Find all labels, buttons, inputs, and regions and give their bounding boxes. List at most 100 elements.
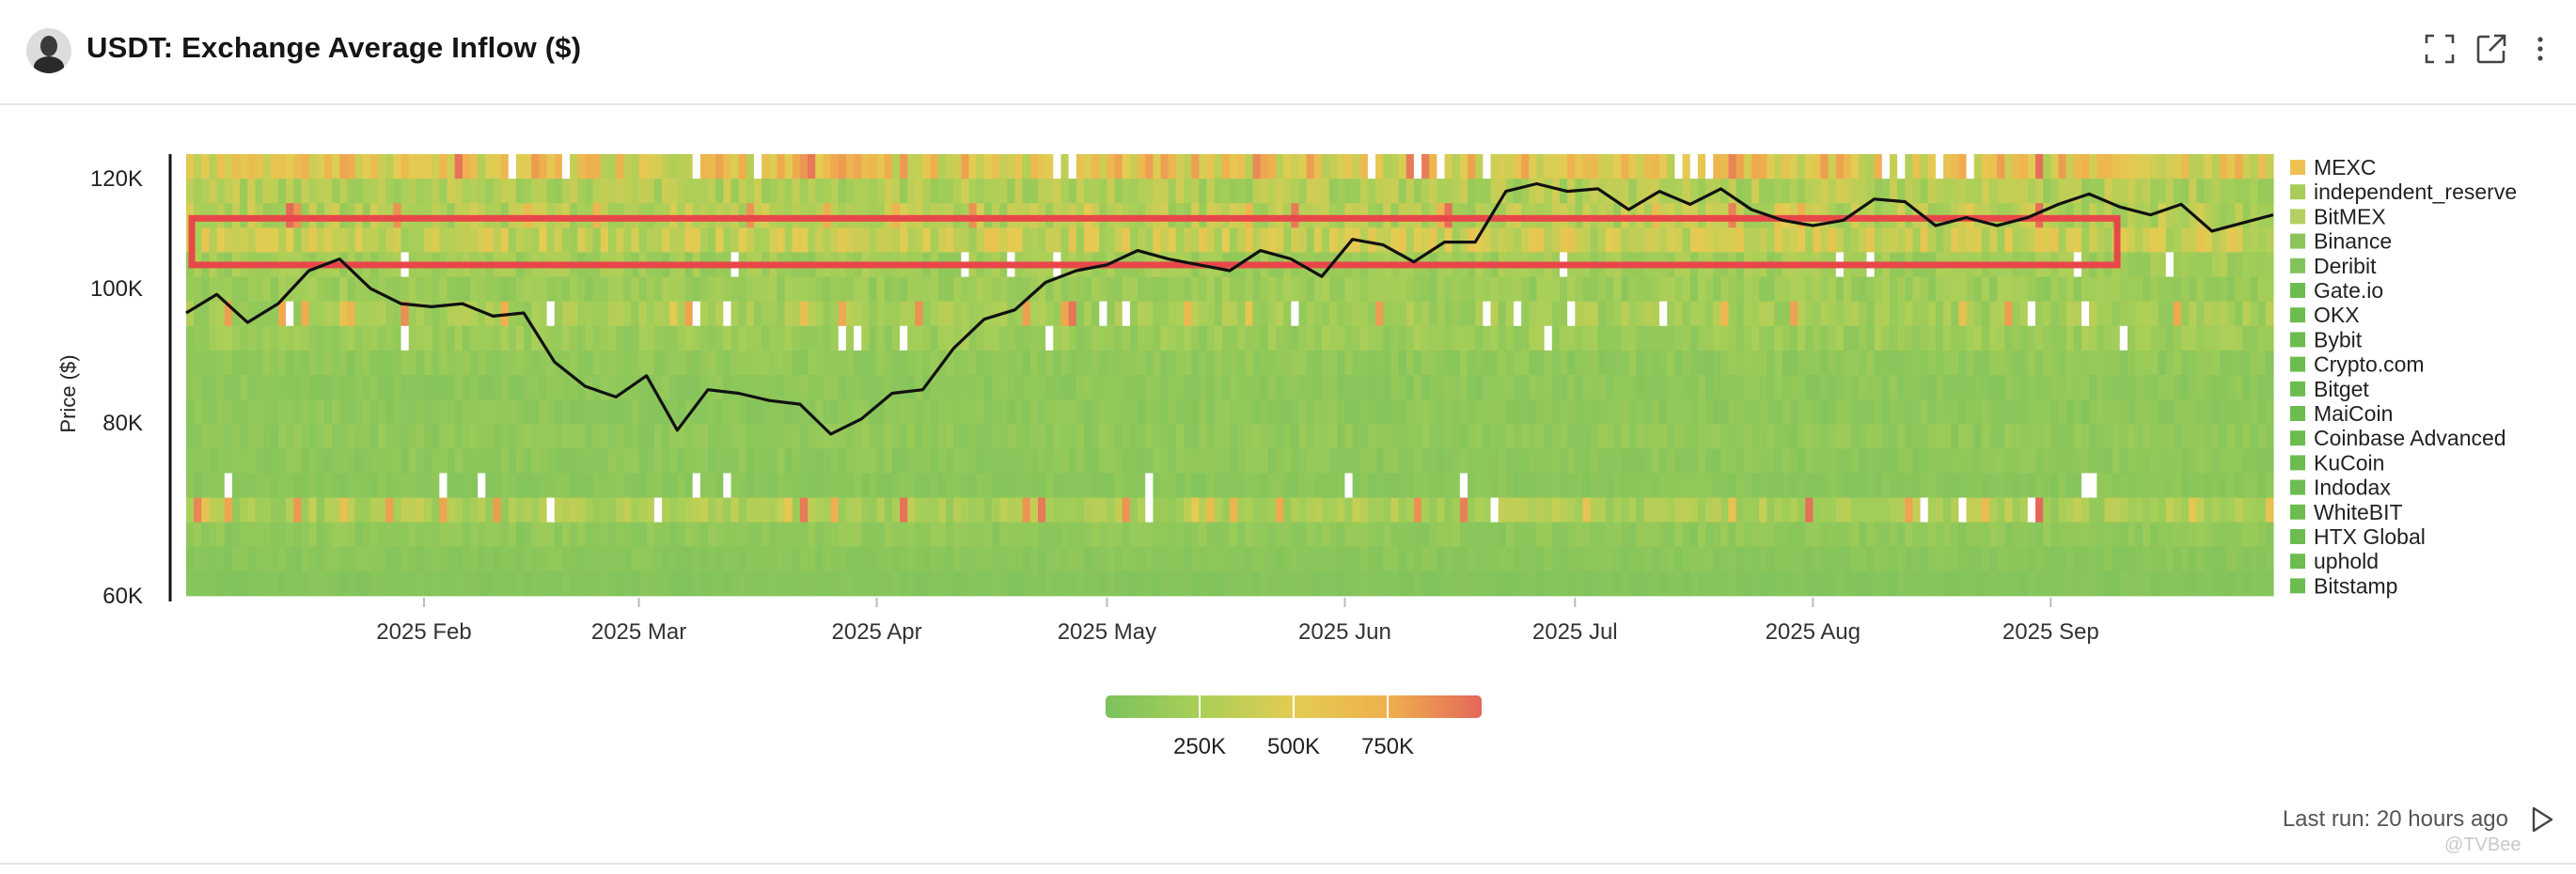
heatmap-cell bbox=[1805, 497, 1814, 523]
legend-swatch[interactable] bbox=[2290, 307, 2305, 323]
legend-swatch[interactable] bbox=[2290, 381, 2305, 397]
heatmap-cell bbox=[808, 546, 816, 572]
heatmap-cell bbox=[1468, 301, 1476, 327]
heatmap-cell bbox=[316, 154, 325, 179]
heatmap-cell bbox=[2135, 203, 2144, 228]
heatmap-cell bbox=[1720, 350, 1730, 376]
legend-label[interactable]: MaiCoin bbox=[2314, 401, 2393, 426]
legend-label[interactable]: Binance bbox=[2314, 229, 2392, 254]
heatmap-cell bbox=[730, 179, 740, 204]
heatmap-cell bbox=[1628, 448, 1638, 474]
heatmap-cell bbox=[1230, 424, 1238, 449]
legend-label[interactable]: Deribit bbox=[2314, 254, 2377, 278]
heatmap-cell bbox=[2235, 325, 2243, 351]
heatmap-cell bbox=[1951, 522, 1959, 548]
heatmap-cell bbox=[1153, 375, 1162, 400]
heatmap-cell bbox=[1122, 227, 1131, 253]
heatmap-cell bbox=[2119, 522, 2128, 548]
heatmap-cell bbox=[1782, 570, 1791, 597]
heatmap-cell bbox=[1260, 424, 1269, 449]
legend-swatch[interactable] bbox=[2290, 479, 2305, 495]
legend-swatch[interactable] bbox=[2290, 332, 2305, 348]
heatmap-cell bbox=[1206, 424, 1216, 449]
legend-label[interactable]: Bybit bbox=[2314, 327, 2363, 351]
heatmap-cell bbox=[823, 570, 832, 597]
heatmap-cell bbox=[1728, 375, 1737, 400]
heatmap-cell bbox=[231, 448, 241, 474]
heatmap-cell bbox=[478, 546, 486, 572]
heatmap-cell bbox=[462, 424, 471, 449]
legend-label[interactable]: independent_reserve bbox=[2314, 179, 2517, 204]
heatmap-cell bbox=[1099, 375, 1108, 400]
fullscreen-icon[interactable] bbox=[2423, 32, 2457, 66]
legend-swatch[interactable] bbox=[2290, 209, 2305, 225]
heatmap-cell bbox=[876, 522, 886, 548]
legend-label[interactable]: OKX bbox=[2314, 303, 2360, 327]
heatmap-cell bbox=[1398, 325, 1407, 351]
legend-swatch[interactable] bbox=[2290, 455, 2305, 471]
heatmap-cell bbox=[1621, 154, 1630, 179]
legend-swatch[interactable] bbox=[2290, 554, 2305, 570]
legend-label[interactable]: uphold bbox=[2314, 549, 2379, 573]
heatmap-cell bbox=[201, 179, 211, 204]
heatmap-cell bbox=[316, 325, 325, 351]
legend-swatch[interactable] bbox=[2290, 233, 2305, 249]
more-options-icon[interactable] bbox=[2531, 32, 2550, 66]
legend-label[interactable]: Indodax bbox=[2314, 476, 2391, 500]
heatmap-cell bbox=[1221, 179, 1231, 204]
heatmap-cell bbox=[1359, 448, 1369, 474]
legend-swatch[interactable] bbox=[2290, 430, 2305, 446]
legend-swatch[interactable] bbox=[2290, 184, 2305, 200]
heatmap-cell bbox=[838, 276, 847, 303]
legend-swatch[interactable] bbox=[2290, 406, 2305, 421]
heatmap-cell bbox=[2050, 375, 2060, 400]
heatmap-cell bbox=[301, 301, 310, 327]
heatmap-cell bbox=[2019, 497, 2029, 523]
legend-swatch[interactable] bbox=[2290, 529, 2305, 544]
heatmap-cell bbox=[723, 301, 732, 327]
legend-label[interactable]: KuCoin bbox=[2314, 450, 2384, 475]
heatmap-cell bbox=[1682, 276, 1691, 303]
legend-swatch[interactable] bbox=[2290, 258, 2305, 273]
legend-label[interactable]: Bitget bbox=[2314, 377, 2369, 401]
heatmap-cell bbox=[1214, 154, 1223, 179]
heatmap-cell bbox=[1329, 179, 1338, 204]
heatmap-cell bbox=[677, 325, 686, 351]
legend-label[interactable]: HTX Global bbox=[2314, 524, 2426, 549]
heatmap-cell bbox=[2173, 570, 2182, 597]
legend-label[interactable]: Bitstamp bbox=[2314, 573, 2397, 598]
heatmap-cell bbox=[1337, 522, 1346, 548]
heatmap-cell bbox=[769, 179, 778, 204]
heatmap-cell bbox=[462, 350, 471, 376]
heatmap-cell bbox=[708, 154, 716, 179]
legend-label[interactable]: BitMEX bbox=[2314, 204, 2386, 228]
legend-label[interactable]: Gate.io bbox=[2314, 278, 2383, 303]
heatmap-cell bbox=[1582, 424, 1592, 449]
open-external-icon[interactable] bbox=[2474, 32, 2508, 66]
heatmap-cell bbox=[1835, 399, 1845, 425]
heatmap-cell bbox=[1214, 473, 1223, 498]
heatmap-cell bbox=[2104, 570, 2113, 597]
legend-swatch[interactable] bbox=[2290, 283, 2305, 298]
avatar[interactable] bbox=[26, 28, 71, 73]
heatmap-cell bbox=[646, 154, 655, 179]
heatmap-cell bbox=[854, 154, 862, 179]
legend-swatch[interactable] bbox=[2290, 578, 2305, 594]
legend-swatch[interactable] bbox=[2290, 160, 2305, 175]
heatmap-cell bbox=[554, 546, 563, 572]
legend-swatch[interactable] bbox=[2290, 504, 2305, 520]
heatmap-cell bbox=[723, 276, 732, 303]
heatmap-cell bbox=[1175, 522, 1185, 548]
heatmap-cell bbox=[369, 473, 379, 498]
legend-label[interactable]: Coinbase Advanced bbox=[2314, 426, 2506, 450]
legend-swatch[interactable] bbox=[2290, 356, 2305, 372]
legend-label[interactable]: MEXC bbox=[2314, 155, 2376, 179]
legend-label[interactable]: WhiteBIT bbox=[2314, 500, 2403, 524]
legend-label[interactable]: Crypto.com bbox=[2314, 352, 2425, 377]
heatmap-cell bbox=[369, 522, 379, 548]
heatmap-cell bbox=[799, 570, 809, 597]
heatmap-cell bbox=[830, 301, 840, 327]
heatmap-cell bbox=[1459, 570, 1469, 597]
run-play-icon[interactable] bbox=[2529, 805, 2555, 834]
heatmap-cell bbox=[1329, 473, 1338, 498]
